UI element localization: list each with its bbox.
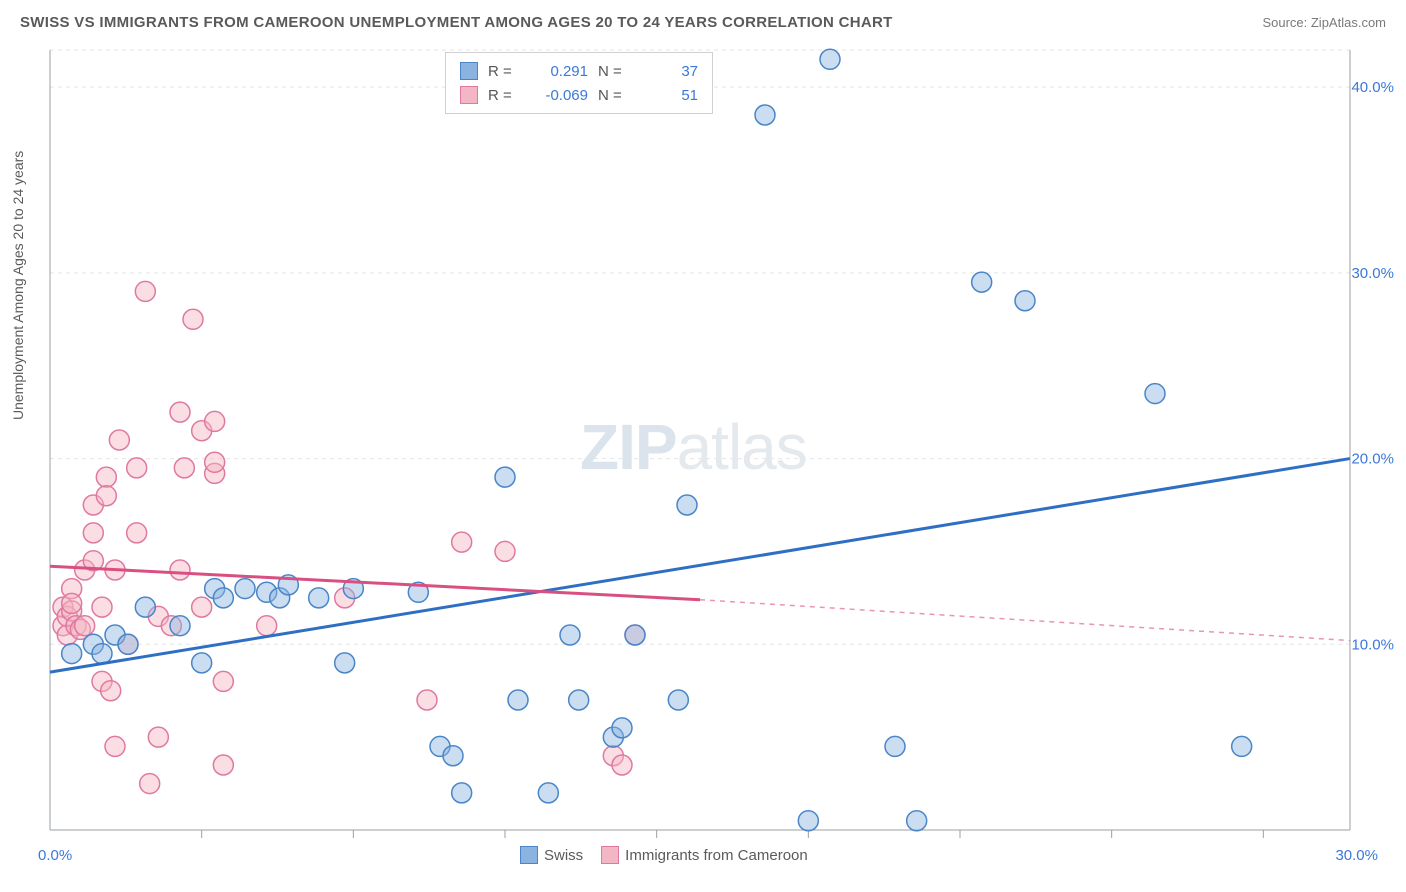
legend-row-cameroon: R = -0.069 N = 51 (460, 83, 698, 107)
svg-text:30.0%: 30.0% (1335, 847, 1378, 864)
r-label: R = (488, 63, 518, 80)
r-value-cameroon: -0.069 (528, 87, 588, 104)
legend-item-cameroon: Immigrants from Cameroon (601, 846, 808, 864)
svg-text:0.0%: 0.0% (38, 847, 72, 864)
legend-series: Swiss Immigrants from Cameroon (520, 846, 808, 864)
legend-correlation: R = 0.291 N = 37 R = -0.069 N = 51 (445, 52, 713, 114)
legend-row-swiss: R = 0.291 N = 37 (460, 59, 698, 83)
legend-label-swiss: Swiss (544, 847, 583, 864)
legend-label-cameroon: Immigrants from Cameroon (625, 847, 808, 864)
r-label: R = (488, 87, 518, 104)
svg-text:20.0%: 20.0% (1351, 451, 1394, 468)
n-value-swiss: 37 (638, 63, 698, 80)
n-value-cameroon: 51 (638, 87, 698, 104)
svg-text:10.0%: 10.0% (1351, 636, 1394, 653)
scatter-chart: 10.0% 20.0% 30.0% 40.0% 0.0% 30.0% (0, 0, 1406, 892)
legend-swatch-swiss (460, 62, 478, 80)
legend-swatch-cameroon-b (601, 846, 619, 864)
legend-item-swiss: Swiss (520, 846, 583, 864)
n-label: N = (598, 63, 628, 80)
r-value-swiss: 0.291 (528, 63, 588, 80)
n-label: N = (598, 87, 628, 104)
svg-text:30.0%: 30.0% (1351, 265, 1394, 282)
svg-text:40.0%: 40.0% (1351, 79, 1394, 96)
legend-swatch-swiss-b (520, 846, 538, 864)
legend-swatch-cameroon (460, 86, 478, 104)
